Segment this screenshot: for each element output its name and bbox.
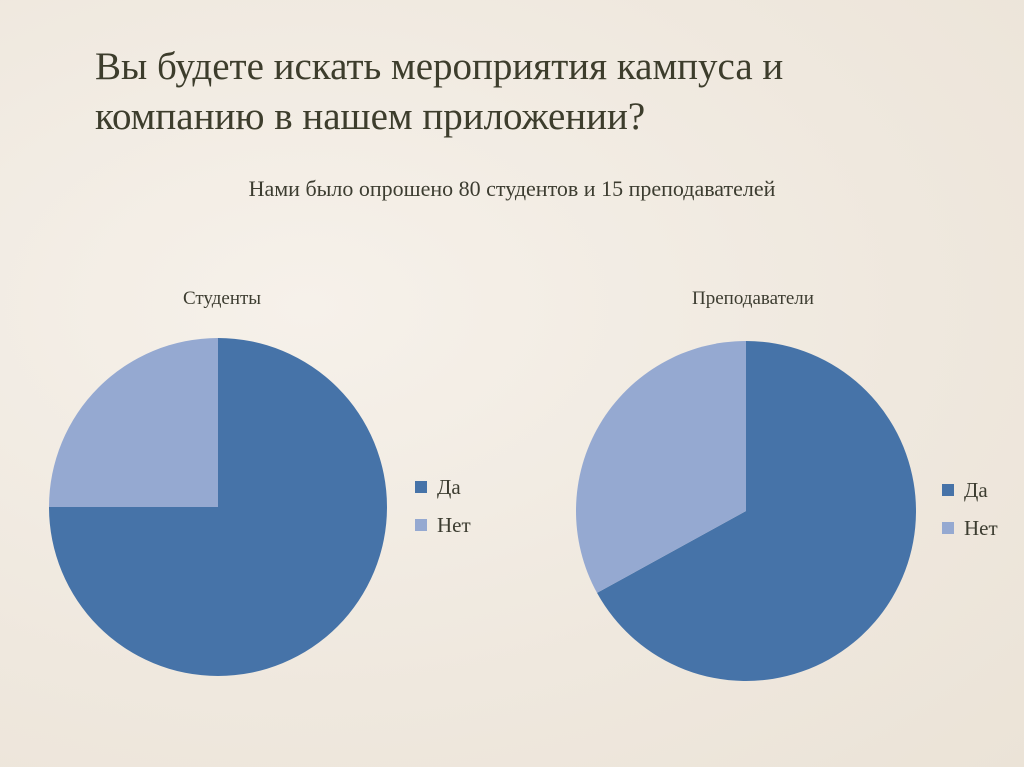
- legend-students: Да Нет: [415, 468, 471, 544]
- slide-title-line-2: компанию в нашем приложении?: [95, 95, 646, 138]
- legend-label-no: Нет: [437, 512, 471, 537]
- legend-swatch-yes: [415, 481, 427, 493]
- survey-subtitle: Нами было опрошено 80 студентов и 15 пре…: [248, 176, 776, 201]
- chart-title-teachers: Преподаватели: [692, 288, 814, 309]
- legend-label-yes: Да: [437, 474, 461, 499]
- legend-swatch-yes: [942, 484, 954, 496]
- legend-swatch-no: [415, 519, 427, 531]
- pie-slice-teachers-no: [576, 341, 746, 593]
- slide-title: Вы будете искать мероприятия кампуса и к…: [95, 42, 915, 142]
- legend-teachers: Да Нет: [942, 471, 998, 547]
- legend-label-yes: Да: [964, 477, 988, 502]
- legend-item-no: Нет: [415, 506, 471, 544]
- chart-title-students: Студенты: [182, 288, 262, 309]
- legend-item-no: Нет: [942, 509, 998, 547]
- pie-slice-teachers-yes: [597, 341, 917, 682]
- slide-title-line-1: Вы будете искать мероприятия кампуса и: [95, 45, 784, 88]
- legend-swatch-no: [942, 522, 954, 534]
- pie-slice-students-no: [49, 338, 218, 507]
- legend-item-yes: Да: [942, 471, 998, 509]
- legend-item-yes: Да: [415, 468, 471, 506]
- legend-label-no: Нет: [964, 515, 998, 540]
